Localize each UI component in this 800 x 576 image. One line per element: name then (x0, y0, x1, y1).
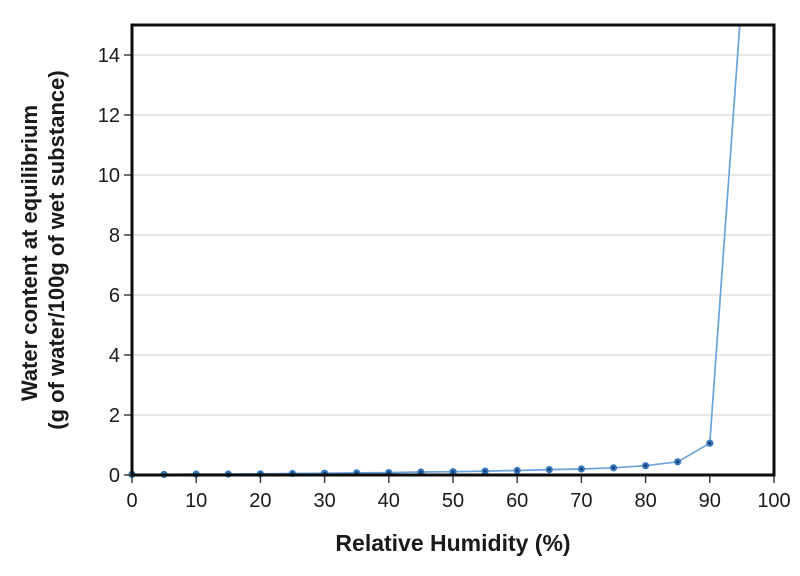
data-point-marker-core (644, 464, 647, 468)
x-tick-label: 40 (378, 490, 400, 512)
x-tick-label: 60 (506, 490, 528, 512)
series-line (132, 25, 741, 476)
y-tick-label: 0 (109, 465, 120, 487)
x-axis-title: Relative Humidity (%) (335, 530, 570, 556)
x-tick-label: 0 (126, 490, 137, 512)
data-point-marker-core (612, 466, 615, 470)
data-point-marker-core (419, 470, 423, 474)
data-point-marker-core (708, 441, 712, 445)
data-point-marker-core (483, 469, 487, 473)
x-tick-label: 30 (313, 490, 335, 512)
y-axis-title-line2: (g of water/100g of wet substance) (44, 70, 69, 429)
y-tick-label: 10 (98, 165, 120, 187)
data-point-marker-core (387, 471, 391, 474)
x-tick-label: 100 (757, 490, 790, 512)
x-tick-label: 20 (249, 490, 271, 512)
data-series (128, 25, 741, 478)
data-point-marker-core (580, 467, 583, 471)
gridlines (132, 54, 774, 416)
plot-border (130, 23, 776, 477)
y-tick-label: 4 (109, 345, 120, 367)
data-point-marker-core (676, 460, 680, 464)
y-tick-label: 8 (109, 225, 120, 247)
data-point-marker-core (515, 469, 519, 472)
y-tick-label: 12 (98, 105, 120, 127)
y-tick-label: 6 (109, 285, 120, 307)
y-tick-label: 2 (109, 405, 120, 427)
data-point-marker-core (547, 468, 551, 471)
data-point-marker-core (451, 470, 455, 474)
x-tick-label: 90 (699, 490, 721, 512)
axis-tick-labels: 0 10 20 30 40 50 60 70 80 90 100 0 2 4 6 8 10 12 14 (98, 45, 791, 512)
y-axis-title: Water content at equilibrium (g of water… (17, 70, 69, 429)
y-axis-title-line1: Water content at equilibrium (17, 105, 42, 401)
y-tick-label: 14 (98, 45, 120, 67)
x-tick-label: 80 (634, 490, 656, 512)
x-tick-label: 70 (570, 490, 592, 512)
axis-ticks (124, 54, 775, 483)
x-tick-label: 50 (442, 490, 464, 512)
x-tick-label: 10 (185, 490, 207, 512)
